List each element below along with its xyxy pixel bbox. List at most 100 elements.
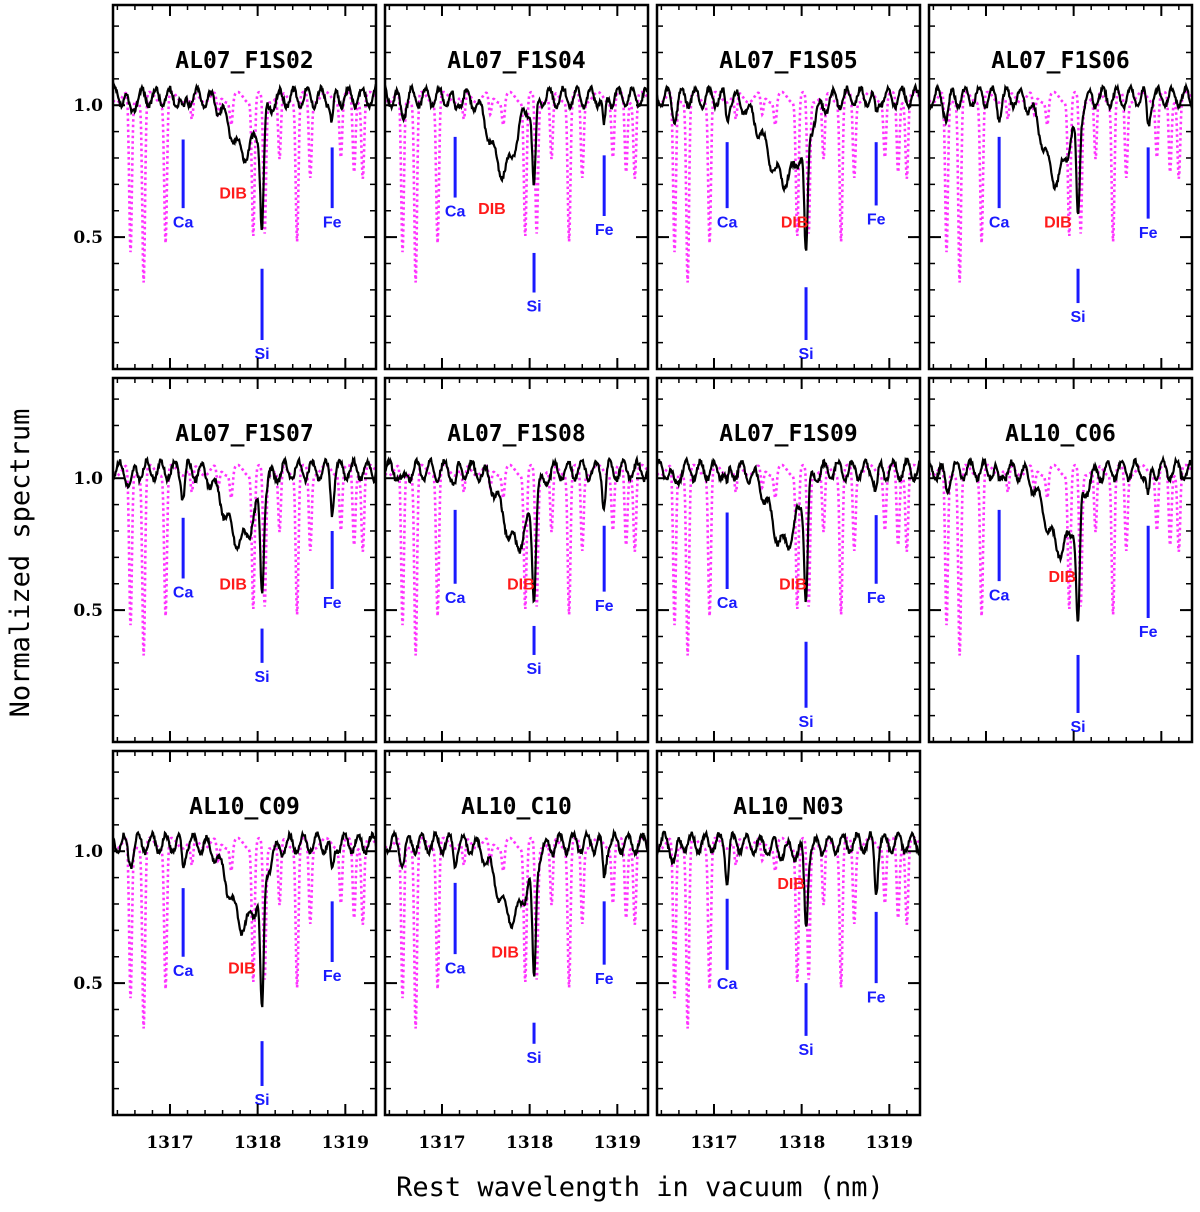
x-tick-label: 1319	[322, 1133, 369, 1153]
panel-title: AL10_C06	[1005, 421, 1116, 447]
panel-grid: Ca Fe Si DIB 0.5 1.0 AL07_F1S02 Ca Fe Si DIB AL07_F…	[73, 3, 1194, 1117]
si-label: Si	[1070, 309, 1085, 326]
x-tick-label: 1318	[506, 1133, 553, 1153]
panel-title: AL10_N03	[733, 794, 844, 820]
observed-spectrum-line	[385, 454, 648, 604]
panel-frame	[111, 376, 378, 744]
x-tick-label: 1318	[778, 1133, 825, 1153]
panel-title: AL07_F1S05	[719, 48, 857, 74]
ca-label: Ca	[717, 976, 738, 993]
si-label: Si	[526, 299, 541, 316]
panel-title: AL10_C10	[461, 794, 572, 820]
panel-frame	[655, 376, 922, 744]
fe-label: Fe	[323, 595, 342, 612]
dib-label: DIB	[779, 577, 807, 594]
ca-label: Ca	[445, 204, 466, 221]
x-tick-label: 1318	[234, 1133, 281, 1153]
ca-label: Ca	[989, 587, 1010, 604]
telluric-model-line	[929, 90, 1192, 283]
ca-label: Ca	[173, 585, 194, 602]
fe-label: Fe	[595, 971, 614, 988]
x-tick-label: 1317	[418, 1133, 465, 1153]
telluric-model-line	[929, 463, 1192, 656]
panel-frame	[383, 3, 650, 371]
dib-label: DIB	[491, 944, 519, 961]
spectrum-panel: Ca Fe Si DIB AL07_F1S06	[927, 3, 1194, 371]
telluric-model-line	[113, 90, 376, 283]
telluric-model-line	[385, 463, 648, 656]
spectrum-panel: Ca Fe Si DIB AL07_F1S08	[383, 376, 650, 744]
x-tick-label: 1319	[594, 1133, 641, 1153]
fe-label: Fe	[595, 222, 614, 239]
panel-frame	[383, 749, 650, 1117]
ca-label: Ca	[173, 214, 194, 231]
observed-spectrum-line	[385, 82, 648, 186]
observed-spectrum-line	[657, 82, 920, 251]
panel-frame	[927, 3, 1194, 371]
dib-label: DIB	[781, 214, 809, 231]
spectrum-panel: Ca Fe Si DIB AL07_F1S09	[655, 376, 922, 744]
telluric-model-line	[385, 836, 648, 1029]
observed-spectrum-line	[657, 456, 920, 603]
x-tick-label: 1317	[690, 1133, 737, 1153]
telluric-model-line	[113, 463, 376, 656]
telluric-model-line	[657, 463, 920, 656]
panel-frame	[655, 3, 922, 371]
fe-label: Fe	[323, 214, 342, 231]
observed-spectrum-line	[657, 829, 920, 927]
panel-frame	[655, 749, 922, 1117]
y-tick-label: 0.5	[73, 974, 103, 994]
fe-label: Fe	[1139, 225, 1158, 242]
y-tick-label: 1.0	[73, 469, 103, 489]
y-axis-label: Normalized spectrum	[5, 409, 36, 718]
panel-title: AL07_F1S08	[447, 421, 585, 447]
panel-frame	[111, 749, 378, 1117]
telluric-model-line	[113, 836, 376, 1029]
fe-label: Fe	[595, 598, 614, 615]
dib-label: DIB	[478, 201, 506, 218]
dib-label: DIB	[507, 577, 535, 594]
ca-label: Ca	[445, 960, 466, 977]
fe-label: Fe	[867, 590, 886, 607]
observed-spectrum-line	[385, 827, 648, 977]
si-label: Si	[526, 1050, 541, 1067]
y-tick-label: 0.5	[73, 228, 103, 248]
observed-spectrum-line	[929, 81, 1192, 215]
spectrum-panel: Ca Fe Si DIB AL07_F1S04	[383, 3, 650, 371]
ca-label: Ca	[445, 590, 466, 607]
observed-spectrum-line	[113, 82, 376, 231]
spectrum-panel: Ca Fe Si DIB AL10_N03	[655, 749, 922, 1117]
y-tick-label: 1.0	[73, 842, 103, 862]
spectrum-panel: Ca Fe Si DIB 0.5 1.0 AL07_F1S07	[73, 376, 378, 744]
si-label: Si	[254, 669, 269, 686]
panel-title: AL07_F1S04	[447, 48, 585, 74]
panel-title: AL07_F1S06	[991, 48, 1129, 74]
y-tick-label: 1.0	[73, 96, 103, 116]
dib-label: DIB	[219, 185, 247, 202]
x-tick-label: 1317	[146, 1133, 193, 1153]
observed-spectrum-line	[929, 454, 1192, 622]
x-axis-label: Rest wavelength in vacuum (nm)	[396, 1172, 884, 1203]
si-label: Si	[798, 714, 813, 731]
panel-title: AL07_F1S07	[175, 421, 313, 447]
panel-title: AL07_F1S09	[719, 421, 857, 447]
fe-label: Fe	[323, 968, 342, 985]
dib-label: DIB	[1044, 214, 1072, 231]
si-label: Si	[526, 661, 541, 678]
telluric-model-line	[385, 90, 648, 283]
si-label: Si	[798, 1042, 813, 1059]
x-tick-labels: 1317 1318 1319 1317 1318 1319 1317 1318 1319	[146, 1133, 913, 1153]
panel-frame	[927, 376, 1194, 744]
panel-title: AL07_F1S02	[175, 48, 313, 74]
fe-label: Fe	[1139, 624, 1158, 641]
dib-label: DIB	[777, 876, 805, 893]
ca-label: Ca	[717, 214, 738, 231]
fe-label: Fe	[867, 989, 886, 1006]
dib-label: DIB	[219, 577, 247, 594]
panel-title: AL10_C09	[189, 794, 300, 820]
telluric-model-line	[657, 90, 920, 283]
